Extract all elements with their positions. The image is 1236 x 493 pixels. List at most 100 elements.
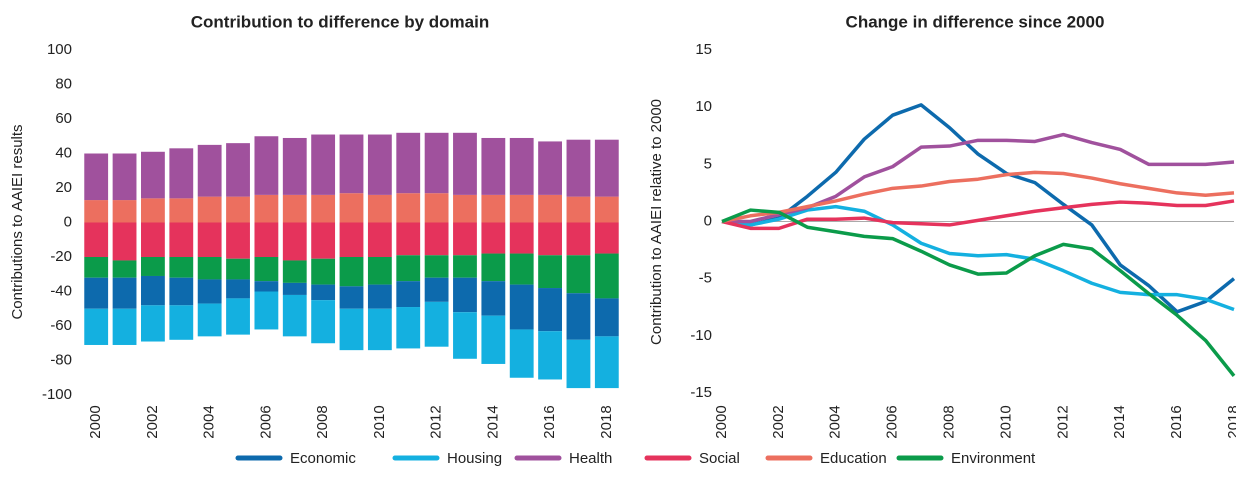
bar-segment <box>84 153 109 201</box>
y-tick-label: -80 <box>50 351 72 368</box>
bar-segment <box>226 258 250 280</box>
bar-segment <box>396 132 421 194</box>
bar-segment <box>197 222 222 257</box>
x-tick-label: 2018 <box>598 405 615 438</box>
x-tick-label: 2004 <box>827 405 844 438</box>
bar-segment <box>566 293 591 340</box>
bar-segment <box>566 196 591 223</box>
bar-segment <box>339 308 364 351</box>
bar-segment <box>141 275 165 306</box>
x-tick-label: 2018 <box>1225 405 1236 438</box>
y-tick-label: -10 <box>690 327 712 344</box>
bar-segment <box>169 277 194 306</box>
bar-segment <box>112 222 137 261</box>
bar-segment <box>84 277 109 309</box>
bar-segment <box>396 255 421 282</box>
bar-segment <box>481 137 506 195</box>
bar-segment <box>367 284 392 309</box>
bar-segment <box>538 194 562 223</box>
bar-segment <box>169 222 194 257</box>
x-tick-label: 2002 <box>770 405 787 438</box>
legend-label: Health <box>569 450 612 467</box>
bar-segment <box>141 222 165 257</box>
bar-segment <box>453 277 477 313</box>
bar-segment <box>169 257 194 278</box>
bar-segment <box>254 136 279 195</box>
y-tick-label: -40 <box>50 282 72 299</box>
bar-segment <box>566 255 591 294</box>
bar-segment <box>112 308 137 345</box>
bar-segment <box>282 260 307 283</box>
bar-segment <box>481 222 506 254</box>
bar-segment <box>453 255 477 278</box>
bar-segment <box>169 148 194 199</box>
y-tick-label: -60 <box>50 317 72 334</box>
bar-segment <box>424 193 449 223</box>
bar-segment <box>424 301 449 347</box>
bar-segment <box>311 258 336 285</box>
y-axis-title: Contributions to AAIEI results <box>9 124 26 319</box>
bar-segment <box>538 141 562 195</box>
bar-segment <box>396 222 421 256</box>
bar-segment <box>424 255 449 278</box>
bar-segment <box>396 193 421 223</box>
bar-segment <box>226 143 250 197</box>
bar-segment <box>367 257 392 285</box>
bar-segment <box>311 300 336 344</box>
bar-segment <box>197 303 222 337</box>
bar-segment <box>282 294 307 337</box>
y-tick-label: -15 <box>690 384 712 401</box>
bar-segment <box>339 222 364 257</box>
bar-segment <box>594 222 619 254</box>
x-tick-label: 2006 <box>257 405 274 438</box>
x-tick-label: 2008 <box>941 405 958 438</box>
bar-segment <box>282 194 307 223</box>
x-tick-label: 2016 <box>1168 405 1185 438</box>
bar-segment <box>367 194 392 223</box>
bar-segment <box>538 222 562 256</box>
bar-segment <box>538 288 562 332</box>
x-tick-label: 2006 <box>884 405 901 438</box>
y-tick-label: -20 <box>50 248 72 265</box>
bar-segment <box>481 253 506 282</box>
bar-segment <box>594 196 619 223</box>
bar-segment <box>112 200 137 223</box>
bar-segment <box>538 331 562 380</box>
bar-segment <box>396 281 421 308</box>
bar-segment <box>509 222 534 254</box>
bar-segment <box>141 257 165 276</box>
bar-segment <box>311 134 336 195</box>
line <box>721 170 1235 224</box>
bar-segment <box>594 253 619 299</box>
bar-segment <box>396 307 421 349</box>
bar-segment <box>509 329 534 378</box>
bar-segment <box>594 336 619 389</box>
bar-segment <box>509 137 534 195</box>
bar-segment <box>254 281 279 292</box>
bar-segment <box>282 222 307 261</box>
bar-segment <box>453 222 477 256</box>
bar-segment <box>226 196 250 223</box>
y-tick-label: 15 <box>695 41 712 58</box>
y-tick-label: 5 <box>704 155 712 172</box>
bar-segment <box>594 298 619 337</box>
bar-segment <box>509 253 534 285</box>
bar-segment <box>339 257 364 287</box>
bar-segment <box>339 286 364 309</box>
y-tick-label: -5 <box>699 270 712 287</box>
bar-segment <box>254 194 279 223</box>
bar-segment <box>226 279 250 299</box>
bar-segment <box>84 257 109 278</box>
legend-label: Social <box>699 450 740 467</box>
bar-segment <box>453 312 477 359</box>
bar-segment <box>538 255 562 289</box>
bar-segment <box>254 291 279 330</box>
bar-segment <box>509 284 534 330</box>
y-tick-label: 10 <box>695 98 712 115</box>
bar-segment <box>226 222 250 259</box>
bar-segment <box>226 298 250 335</box>
bar-segment <box>339 134 364 194</box>
chart-title: Contribution to difference by domain <box>191 12 489 31</box>
